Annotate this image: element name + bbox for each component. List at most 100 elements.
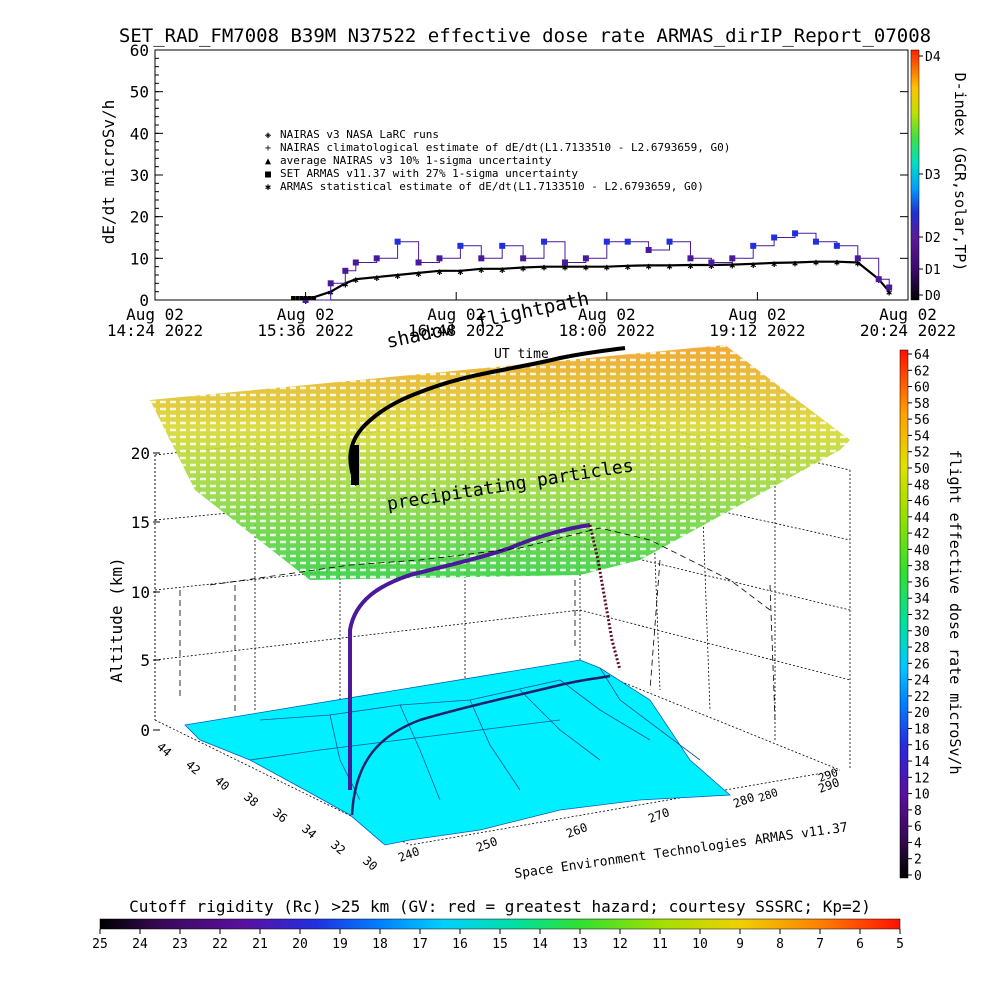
dose-tick-label: 36 (914, 576, 930, 591)
dose-tick-label: 48 (914, 478, 930, 493)
legend-entry: SET ARMAS v11.37 with 27% 1-sigma uncert… (280, 167, 578, 180)
y-tick-label: 50 (130, 83, 149, 102)
dose-tick-label: 12 (914, 771, 930, 786)
dose-tick-label: 46 (914, 495, 930, 510)
x-tick-label-time: 14:24 2022 (107, 321, 203, 340)
dose-tick-label: 28 (914, 641, 930, 656)
dose-tick-label: 44 (914, 511, 930, 526)
dose-tick-label: 54 (914, 429, 930, 444)
shadow-flightpath (348, 346, 626, 486)
z-tick-label: 15 (131, 513, 150, 532)
cutoff-tick-label: 5 (896, 937, 904, 952)
armas-statistical-point: ✱ (625, 262, 631, 273)
armas-statistical-point: ✱ (342, 279, 348, 290)
dose-tick-label: 14 (914, 755, 930, 770)
lon-tick-label: 260 (564, 820, 589, 841)
dindex-tick-label: D1 (925, 263, 941, 278)
descent-trace (588, 524, 622, 671)
dindex-label: D-index (GCR,solar,TP) (951, 73, 969, 272)
dose-tick-label: 40 (914, 543, 930, 558)
armas-measurement-point (603, 238, 610, 245)
map-boundary (469, 699, 521, 791)
dose-tick-label: 16 (914, 739, 930, 754)
dose-rate-layer-dash (150, 345, 850, 580)
armas-statistical-point: ✱ (478, 265, 484, 276)
x-tick-label-time: 15:36 2022 (257, 321, 353, 340)
cutoff-colorbar (99, 918, 901, 930)
dose-tick-label: 4 (914, 836, 922, 851)
x-tick-label-time: 19:12 2022 (709, 321, 805, 340)
cutoff-tick-label: 11 (652, 937, 668, 952)
dose-tick-label: 10 (914, 788, 930, 803)
armas-measurement-point (520, 255, 527, 262)
cutoff-tick-label: 12 (612, 937, 628, 952)
legend-entry: NAIRAS v3 NASA LaRC runs (280, 128, 439, 141)
dose-tick-label: 58 (914, 397, 930, 412)
dindex-colorbar (910, 49, 920, 301)
dindex-tick-label: D0 (925, 289, 941, 304)
dose-tick-label: 64 (914, 348, 930, 363)
legend-symbol-asterisk: ✱ (265, 182, 271, 193)
dose-tick-label: 8 (914, 804, 922, 819)
cutoff-title: Cutoff rigidity (Rc) >25 km (GV: red = g… (129, 897, 871, 916)
cutoff-rigidity-bar: Cutoff rigidity (Rc) >25 km (GV: red = g… (92, 897, 904, 952)
dose-colorbar-ticks: 0246810121416182022242628303234363840424… (908, 348, 930, 884)
lon-tick-label: 290 (816, 775, 841, 796)
armas-measurement-point (729, 255, 736, 262)
y-tick-label: 0 (139, 291, 149, 310)
lon-tick-label: 250 (474, 834, 499, 855)
map-state-lines (249, 667, 701, 801)
armas-statistical-point: ✱ (646, 261, 652, 272)
lat-tick-label: 42 (183, 758, 203, 778)
x-tick-label-date: Aug 02 (578, 305, 636, 324)
dindex-tick-label: D2 (925, 231, 941, 246)
y-tick-label: 60 (130, 41, 149, 60)
dose-tick-label: 60 (914, 381, 930, 396)
y-tick-label: 40 (130, 124, 149, 143)
dose-tick-label: 18 (914, 722, 930, 737)
y-tick-label: 20 (130, 208, 149, 227)
box-grid-line (409, 769, 841, 846)
armas-measurement-point (624, 238, 631, 245)
armas-statistical-point: ✱ (687, 261, 693, 272)
map-boundary (329, 714, 361, 801)
cutoff-tick-label: 17 (412, 937, 428, 952)
dose-tick-label: 30 (914, 625, 930, 640)
armas-statistical-point: ✱ (583, 263, 589, 274)
lat-tick-label: 40 (212, 774, 232, 794)
armas-measurement-point (854, 255, 861, 262)
dose-tick-label: 0 (914, 869, 922, 884)
dose-colorbar (899, 349, 909, 879)
cutoff-tick-label: 13 (572, 937, 588, 952)
projection-line (769, 584, 776, 721)
armas-statistical-point: ✱ (395, 271, 401, 282)
cutoff-tick-label: 7 (816, 937, 824, 952)
armas-measurement-point (708, 259, 715, 266)
armas-measurement-point (561, 259, 568, 266)
flight-3d-panel: shadow flightpath UT time precipitating … (107, 288, 964, 884)
cutoff-tick-label: 25 (92, 937, 108, 952)
cutoff-tick-label: 16 (452, 937, 468, 952)
cutoff-tick-label: 15 (492, 937, 508, 952)
cutoff-tick-label: 14 (532, 937, 548, 952)
lat-tick-label: 36 (270, 806, 290, 826)
dose-tick-label: 52 (914, 446, 930, 461)
box-grid-line (579, 664, 841, 771)
armas-measurement-point (499, 242, 506, 249)
credit-label: Space Environment Technologies ARMAS v11… (513, 820, 848, 882)
armas-measurement-point (582, 255, 589, 262)
ground-track (350, 674, 611, 816)
z-tick-label: 5 (140, 651, 150, 670)
lat-tick-label: 32 (328, 838, 348, 858)
armas-statistical-point: ✱ (562, 263, 568, 274)
dose-tick-label: 6 (914, 820, 922, 835)
armas-measurement-line (305, 232, 890, 301)
top-series: ✱✱✱✱✱✱✱✱✱✱✱✱✱✱✱✱✱✱✱✱✱✱✱✱✱✱✱✱✱✱ (291, 230, 892, 307)
baseline-point (291, 296, 296, 300)
z-tick-label: 10 (131, 583, 150, 602)
lon-back-tick-label: 280 (757, 786, 780, 805)
cutoff-tick-label: 21 (252, 937, 268, 952)
lon-back-tick-label: 290 (817, 766, 840, 785)
